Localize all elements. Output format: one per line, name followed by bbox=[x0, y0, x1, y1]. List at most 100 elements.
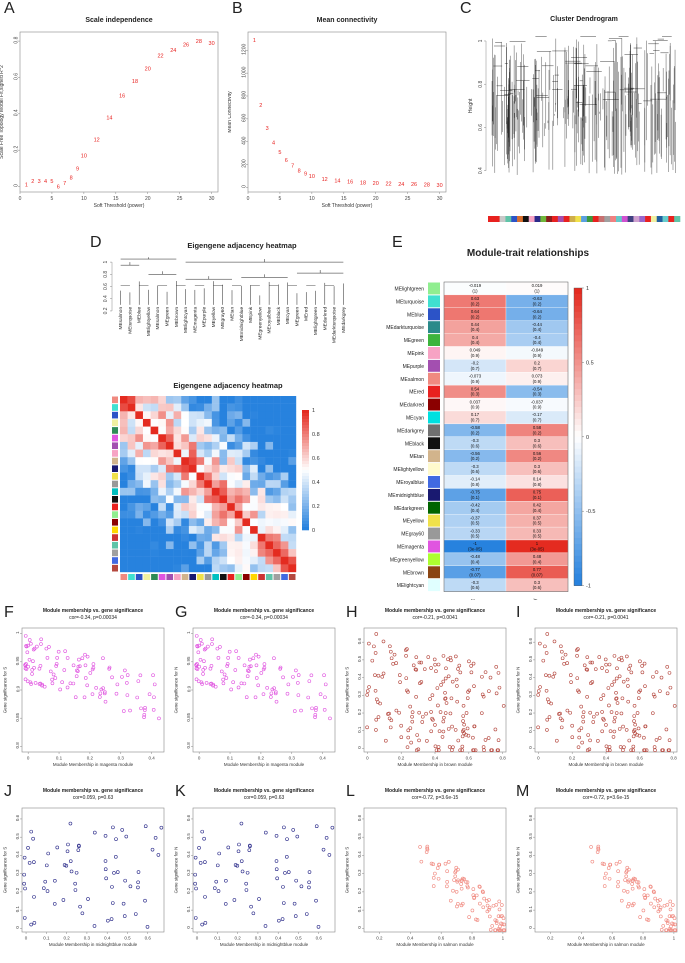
data-point bbox=[83, 663, 88, 668]
y-tick-label: 400 bbox=[242, 136, 248, 145]
heatmap-cell bbox=[181, 480, 190, 489]
data-point-label: 24 bbox=[170, 48, 176, 54]
x-tick-label: 0.4 bbox=[603, 756, 610, 761]
heatmap-cell bbox=[120, 541, 128, 550]
data-point bbox=[114, 837, 118, 841]
data-point bbox=[307, 679, 312, 683]
data-point bbox=[642, 661, 647, 666]
module-color-cell bbox=[610, 216, 617, 222]
heatmap-cell bbox=[127, 487, 136, 496]
data-point bbox=[310, 706, 314, 711]
heatmap-cell bbox=[135, 457, 144, 466]
data-point bbox=[123, 668, 127, 673]
data-point bbox=[480, 674, 484, 679]
x-tick-label: 5 bbox=[279, 196, 282, 202]
module-color-cell bbox=[604, 216, 611, 222]
data-point bbox=[606, 866, 611, 870]
heatmap-cell bbox=[165, 556, 174, 565]
row-color-cell bbox=[112, 511, 118, 518]
heatmap-cell bbox=[173, 526, 182, 534]
scatter-j-chart: 0 0.1 0.2 0.3 0.4 0.5 0.600.10.20.30.40.50.6Mo… bbox=[3, 788, 165, 947]
heatmap-cell bbox=[196, 464, 205, 473]
data-point bbox=[624, 870, 628, 875]
heatmap-cell bbox=[188, 518, 197, 527]
heatmap-cell bbox=[273, 518, 281, 527]
data-point bbox=[547, 673, 552, 678]
row-color-cell bbox=[112, 442, 118, 450]
trait-cell-value: 0.63 bbox=[471, 296, 480, 301]
heatmap-cell bbox=[234, 564, 243, 573]
trait-cell-value: 0.56 bbox=[533, 451, 542, 456]
heatmap-cell bbox=[135, 556, 144, 565]
heatmap-cell bbox=[257, 503, 266, 511]
data-point-label: 10 bbox=[309, 174, 315, 180]
data-point bbox=[580, 740, 584, 745]
row-label: MEmagenta bbox=[397, 544, 424, 550]
data-point bbox=[673, 928, 677, 932]
col-color-cell bbox=[212, 574, 219, 580]
row-color-swatch bbox=[428, 566, 440, 579]
data-point bbox=[654, 738, 659, 742]
leaf-label: MEpink bbox=[248, 306, 254, 323]
data-point bbox=[473, 748, 478, 753]
data-point bbox=[471, 887, 476, 891]
y-tick-label: 0.4 bbox=[357, 851, 362, 858]
colorbar-step bbox=[574, 305, 582, 313]
data-point bbox=[58, 687, 62, 692]
data-point bbox=[29, 682, 33, 686]
heatmap-cell bbox=[158, 541, 167, 550]
data-point bbox=[239, 821, 244, 826]
data-point bbox=[452, 878, 456, 882]
data-point bbox=[42, 886, 46, 890]
data-point bbox=[408, 726, 413, 730]
heatmap-cell bbox=[135, 411, 144, 420]
heatmap-cell bbox=[288, 556, 297, 565]
data-point bbox=[451, 888, 455, 893]
data-point bbox=[274, 867, 279, 872]
module-color-cell bbox=[662, 216, 669, 222]
data-point bbox=[147, 692, 152, 696]
heatmap-cell bbox=[227, 549, 235, 557]
data-point bbox=[219, 669, 224, 674]
data-point bbox=[114, 855, 118, 859]
heatmap-cell bbox=[257, 441, 266, 450]
data-point bbox=[601, 693, 606, 698]
data-point bbox=[365, 693, 369, 697]
data-point bbox=[68, 681, 73, 686]
data-point bbox=[483, 738, 488, 742]
data-point bbox=[48, 669, 53, 674]
colorbar-step bbox=[574, 365, 582, 372]
heatmap-cell bbox=[234, 403, 243, 412]
heatmap-cell bbox=[127, 518, 136, 527]
row-color-swatch bbox=[428, 450, 440, 463]
data-point bbox=[471, 748, 476, 753]
col-color-cell bbox=[242, 574, 250, 580]
trait-cell-value: 0.3 bbox=[534, 464, 541, 469]
data-point bbox=[565, 661, 569, 665]
heatmap-cell bbox=[150, 418, 159, 427]
trait-cell-pvalue: (0.6) bbox=[471, 585, 480, 590]
heatmap-cell bbox=[181, 510, 190, 519]
data-point-label: 14 bbox=[106, 115, 112, 121]
data-point bbox=[367, 685, 371, 689]
data-point bbox=[229, 687, 233, 692]
data-point bbox=[579, 704, 583, 709]
data-point bbox=[635, 711, 640, 715]
data-point bbox=[577, 728, 582, 733]
heatmap-cell bbox=[227, 487, 235, 496]
data-point bbox=[541, 658, 546, 663]
heatmap-cell bbox=[181, 564, 190, 573]
data-point bbox=[588, 738, 592, 743]
heatmap-cell bbox=[250, 495, 258, 504]
data-point bbox=[443, 711, 448, 715]
data-point bbox=[453, 870, 457, 875]
data-point bbox=[658, 898, 662, 902]
data-point bbox=[613, 715, 617, 720]
data-point bbox=[110, 901, 115, 905]
heatmap-cell bbox=[142, 403, 151, 412]
heatmap-cell bbox=[234, 556, 243, 565]
x-tick-label: 0.5 bbox=[295, 936, 302, 941]
data-point bbox=[73, 695, 78, 700]
